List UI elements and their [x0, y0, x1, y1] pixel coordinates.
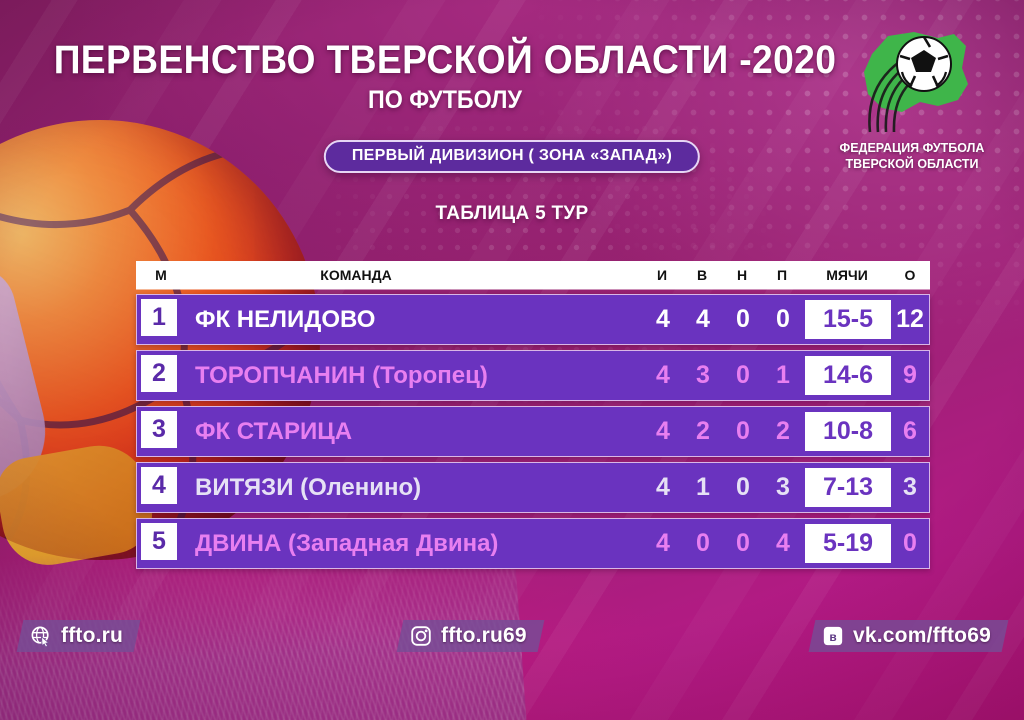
column-header-lost: П: [776, 267, 788, 283]
table-row: 2 ТОРОПЧАНИН (Торопец) 4 3 0 1 14-6 9: [136, 350, 930, 401]
division-badge: ПЕРВЫЙ ДИВИЗИОН ( ЗОНА «ЗАПАД»): [323, 140, 701, 173]
column-header-won: В: [696, 267, 708, 283]
row-drawn: 0: [736, 417, 750, 445]
row-rank: 4: [141, 467, 177, 504]
column-header-goals: МЯЧИ: [826, 267, 868, 283]
division-badge-label: ПЕРВЫЙ ДИВИЗИОН ( ЗОНА «ЗАПАД»): [351, 147, 673, 164]
footer-badge-website-label: ffto.ru: [61, 624, 124, 647]
row-lost: 0: [776, 305, 790, 333]
row-played: 4: [656, 473, 670, 501]
row-rank: 1: [141, 299, 177, 336]
column-header-points: О: [904, 267, 916, 283]
federation-logo-mark: [842, 28, 982, 140]
row-goals: 5-19: [805, 524, 891, 563]
row-rank: 3: [141, 411, 177, 448]
row-points: 9: [903, 361, 917, 389]
row-lost: 2: [776, 417, 790, 445]
row-played: 4: [656, 361, 670, 389]
table-row: 1 ФК НЕЛИДОВО 4 4 0 0 15-5 12: [136, 294, 930, 345]
row-goals: 15-5: [805, 300, 891, 339]
row-lost: 3: [776, 473, 790, 501]
table-body: 1 ФК НЕЛИДОВО 4 4 0 0 15-5 12 2 ТОРОПЧАНИН (Тороп…: [136, 294, 930, 569]
table-header-row: М КОМАНДА И В Н П МЯЧИ О: [136, 261, 930, 289]
row-played: 4: [656, 305, 670, 333]
page-subtitle: ПО ФУТБОЛУ: [368, 86, 522, 114]
instagram-icon: [411, 626, 431, 646]
row-team-name: ВИТЯЗИ (Оленино): [195, 474, 422, 501]
row-goals: 14-6: [805, 356, 891, 395]
footer-badge-vk[interactable]: в vk.com/ffto69: [808, 620, 1009, 652]
row-team-name: ФК НЕЛИДОВО: [195, 306, 376, 333]
row-rank: 2: [141, 355, 177, 392]
row-points: 12: [896, 305, 924, 333]
footer-badge-vk-label: vk.com/ffto69: [853, 624, 991, 647]
row-team-name: ТОРОПЧАНИН (Торопец): [195, 362, 488, 389]
row-points: 3: [903, 473, 917, 501]
row-played: 4: [656, 529, 670, 557]
column-header-played: И: [656, 267, 668, 283]
row-won: 3: [696, 361, 710, 389]
row-played: 4: [656, 417, 670, 445]
federation-logo-line1: ФЕДЕРАЦИЯ ФУТБОЛА: [839, 141, 985, 155]
row-drawn: 0: [736, 305, 750, 333]
table-caption: ТАБЛИЦА 5 ТУР: [435, 203, 589, 224]
table-row: 3 ФК СТАРИЦА 4 2 0 2 10-8 6: [136, 406, 930, 457]
row-lost: 1: [776, 361, 790, 389]
row-won: 4: [696, 305, 710, 333]
row-goals: 7-13: [805, 468, 891, 507]
globe-cursor-icon: [31, 626, 50, 647]
row-drawn: 0: [736, 473, 750, 501]
row-won: 0: [696, 529, 710, 557]
federation-logo: ФЕДЕРАЦИЯ ФУТБОЛА ТВЕРСКОЙ ОБЛАСТИ: [814, 28, 1010, 188]
column-header-team: КОМАНДА: [320, 267, 392, 283]
row-points: 0: [903, 529, 917, 557]
row-points: 6: [903, 417, 917, 445]
table-row: 5 ДВИНА (Западная Двина) 4 0 0 4 5-19 0: [136, 518, 930, 569]
vk-icon: в: [823, 626, 843, 646]
standings-table: М КОМАНДА И В Н П МЯЧИ О 1 ФК НЕЛИДОВО 4 4 0…: [136, 261, 930, 569]
row-drawn: 0: [736, 529, 750, 557]
federation-logo-text: ФЕДЕРАЦИЯ ФУТБОЛА ТВЕРСКОЙ ОБЛАСТИ: [814, 140, 1010, 172]
footer-badge-website[interactable]: ffto.ru: [16, 620, 141, 652]
column-header-drawn: Н: [736, 267, 748, 283]
column-header-rank: М: [155, 267, 167, 283]
row-won: 2: [696, 417, 710, 445]
table-row: 4 ВИТЯЗИ (Оленино) 4 1 0 3 7-13 3: [136, 462, 930, 513]
row-drawn: 0: [736, 361, 750, 389]
row-team-name: ДВИНА (Западная Двина): [195, 530, 499, 557]
federation-logo-line2: ТВЕРСКОЙ ОБЛАСТИ: [845, 157, 979, 171]
page-title: ПЕРВЕНСТВО ТВЕРСКОЙ ОБЛАСТИ -2020: [53, 38, 837, 82]
row-team-name: ФК СТАРИЦА: [195, 418, 353, 445]
svg-text:в: в: [829, 630, 836, 644]
footer-badge-instagram[interactable]: ffto.ru69: [396, 620, 545, 652]
row-rank: 5: [141, 523, 177, 560]
row-won: 1: [696, 473, 710, 501]
footer-badge-instagram-label: ffto.ru69: [441, 624, 527, 647]
row-lost: 4: [776, 529, 790, 557]
soccer-ball-icon: [896, 36, 952, 92]
row-goals: 10-8: [805, 412, 891, 451]
